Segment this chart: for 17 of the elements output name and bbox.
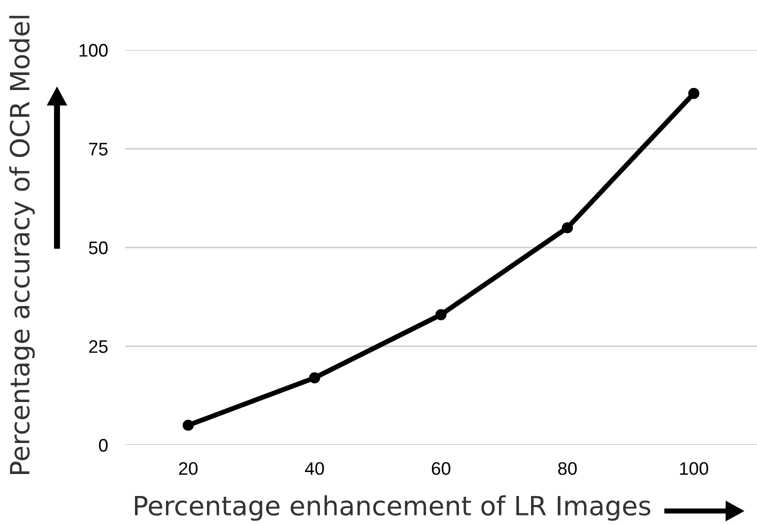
x-tick-label: 80	[558, 462, 577, 475]
x-tick-label: 20	[179, 462, 198, 475]
point	[562, 222, 573, 234]
point	[688, 88, 700, 100]
x-axis-title: Percentage enhancement of LR Images	[134, 495, 650, 521]
x-tick-label: 40	[304, 462, 324, 475]
y-tick-label: 25	[89, 340, 108, 353]
y-tick-label: 75	[89, 142, 108, 156]
y-tick-label: 100	[80, 44, 108, 57]
point	[309, 372, 320, 384]
y-tick-label: 50	[88, 241, 108, 254]
x-tick-label: 60	[432, 462, 450, 475]
point	[182, 420, 194, 431]
y-tick-label: 0	[99, 438, 108, 452]
y-axis-title: Percentage accuracy of OCR Model	[9, 16, 35, 474]
point	[435, 309, 447, 320]
x-tick-label: 100	[680, 462, 708, 475]
